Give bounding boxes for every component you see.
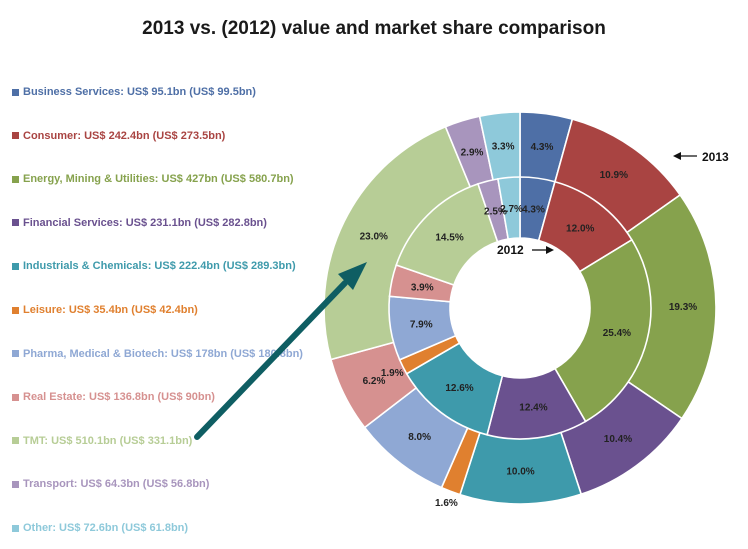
- donut-slice-2012: [496, 176, 521, 240]
- legend-item: Real Estate: US$ 136.8bn (US$ 90bn): [12, 389, 215, 405]
- donut-slice-2012: [553, 238, 652, 423]
- slice-label-2012: 4.3%: [522, 204, 545, 215]
- slice-label-2012: 7.9%: [410, 319, 433, 330]
- slice-label-2013: 6.2%: [363, 376, 386, 387]
- slice-label-2013: 8.0%: [408, 432, 431, 443]
- ring-label-2012: 2012: [497, 243, 524, 257]
- slice-label-2012: 1.9%: [381, 368, 404, 379]
- legend-label: Other: US$ 72.6bn (US$ 61.8bn): [23, 522, 189, 534]
- legend-swatch: [12, 88, 19, 96]
- legend-item: Consumer: US$ 242.4bn (US$ 273.5bn): [12, 128, 225, 144]
- legend-label: Energy, Mining & Utilities: US$ 427bn (U…: [23, 173, 294, 186]
- legend-swatch: [12, 480, 19, 488]
- legend-label: TMT: US$ 510.1bn (US$ 331.1bn): [23, 434, 193, 447]
- legend-swatch: [12, 262, 19, 270]
- ring-label-2013: 2013: [702, 150, 729, 164]
- pointer-arrow-line: [194, 280, 348, 440]
- legend-swatch: [12, 393, 19, 401]
- slice-label-2013: 23.0%: [360, 231, 388, 242]
- slice-label-2012: 2.7%: [500, 204, 523, 215]
- legend-item: Financial Services: US$ 231.1bn (US$ 282…: [12, 215, 267, 231]
- legend-item: Other: US$ 72.6bn (US$ 61.8bn): [12, 520, 188, 536]
- slice-label-2013: 3.3%: [492, 141, 515, 152]
- legend-item: Pharma, Medical & Biotech: US$ 178bn (US…: [12, 346, 303, 362]
- legend-label: Industrials & Chemicals: US$ 222.4bn (US…: [23, 260, 296, 273]
- chart-title: 2013 vs. (2012) value and market share c…: [142, 18, 606, 39]
- legend-swatch: [12, 350, 19, 358]
- legend-label: Financial Services: US$ 231.1bn (US$ 282…: [23, 216, 267, 229]
- legend-label: Real Estate: US$ 136.8bn (US$ 90bn): [23, 391, 215, 404]
- legend-item: Energy, Mining & Utilities: US$ 427bn (U…: [12, 171, 294, 187]
- legend-item: TMT: US$ 510.1bn (US$ 331.1bn): [12, 433, 192, 449]
- legend-item: Transport: US$ 64.3bn (US$ 56.8bn): [12, 476, 209, 492]
- slice-label-2013: 10.4%: [604, 434, 632, 445]
- legend-swatch: [12, 306, 19, 314]
- legend-label: Consumer: US$ 242.4bn (US$ 273.5bn): [23, 129, 226, 142]
- slice-label-2013: 10.0%: [506, 466, 534, 477]
- legend-label: Business Services: US$ 95.1bn (US$ 99.5b…: [23, 86, 256, 98]
- legend-swatch: [12, 132, 19, 140]
- slice-label-2013: 4.3%: [531, 142, 554, 153]
- slice-label-2013: 10.9%: [600, 170, 628, 181]
- arrow-2013-head: [673, 152, 681, 160]
- legend-label: Pharma, Medical & Biotech: US$ 178bn (US…: [23, 347, 303, 360]
- legend-item: Leisure: US$ 35.4bn (US$ 42.4bn): [12, 302, 198, 318]
- slice-label-2012: 12.0%: [566, 224, 594, 235]
- slice-label-2012: 12.6%: [445, 383, 473, 394]
- legend-label: Leisure: US$ 35.4bn (US$ 42.4bn): [23, 304, 198, 316]
- slice-label-2012: 2.5%: [484, 207, 507, 218]
- legend-item: Industrials & Chemicals: US$ 222.4bn (US…: [12, 258, 296, 274]
- arrow-2012-head: [546, 246, 554, 254]
- legend-swatch: [12, 437, 19, 445]
- slice-label-2012: 3.9%: [411, 282, 434, 293]
- slice-label-2012: 12.4%: [519, 403, 547, 414]
- pointer-arrow-head: [338, 262, 367, 290]
- slice-label-2013: 2.9%: [461, 148, 484, 159]
- slice-label-2013: 19.3%: [669, 302, 697, 313]
- legend-swatch: [12, 175, 19, 183]
- slice-label-2012: 14.5%: [435, 233, 463, 244]
- legend-swatch: [12, 524, 19, 532]
- legend-label: Transport: US$ 64.3bn (US$ 56.8bn): [23, 478, 210, 491]
- slice-label-2013: 1.6%: [435, 498, 458, 509]
- slice-label-2012: 25.4%: [603, 328, 631, 339]
- legend-item: Business Services: US$ 95.1bn (US$ 99.5b…: [12, 84, 256, 100]
- legend-swatch: [12, 219, 19, 227]
